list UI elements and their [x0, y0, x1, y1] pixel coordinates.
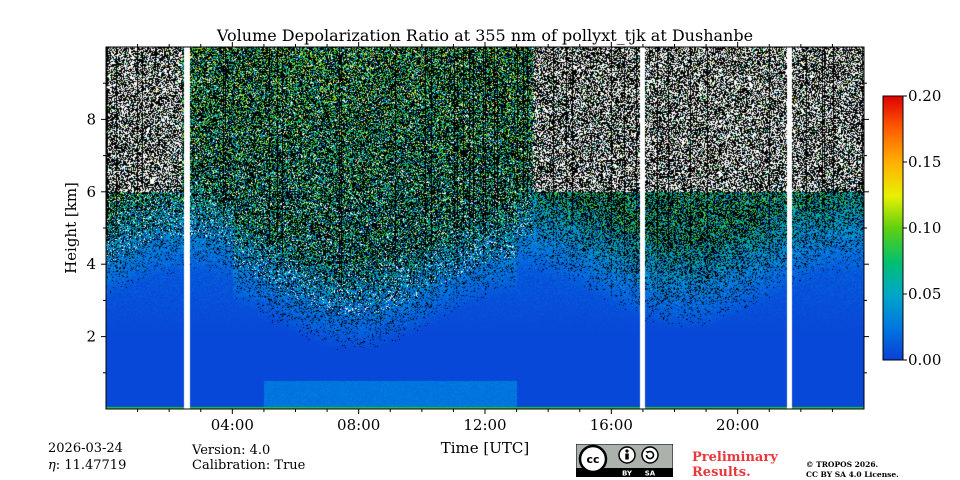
- sa-share-icon: [641, 446, 659, 464]
- colorbar-ticks: 0.00 0.05 0.10 0.15 0.20: [903, 87, 941, 369]
- preliminary-line-1: Preliminary: [692, 450, 778, 465]
- x-tick-label: 04:00: [211, 416, 254, 434]
- eta-value: 11.47719: [64, 458, 127, 473]
- cc-circle-icon: [578, 444, 608, 474]
- colorbar-tick-label: 0.20: [908, 87, 941, 105]
- version-value: 4.0: [249, 443, 271, 458]
- heatmap-canvas: [106, 47, 864, 409]
- preliminary-note: Preliminary Results.: [692, 450, 778, 480]
- colorbar-tick-label: 0.15: [908, 153, 941, 171]
- colorbar-tick-label: 0.00: [908, 351, 941, 369]
- license-line-2: CC BY SA 4.0 License.: [806, 470, 899, 479]
- y-axis-ticks: 2 4 6 8: [86, 82, 869, 374]
- colorbar-tick-label: 0.10: [908, 219, 941, 237]
- cc-badge-text: cc: [586, 453, 599, 466]
- x-axis-ticks: 04:00 08:00 12:00 16:00 20:00: [137, 42, 833, 434]
- colorbar-tick-label: 0.05: [908, 285, 941, 303]
- cc-license-badge: cc BY SA: [576, 444, 673, 477]
- eta-symbol: η: [48, 458, 56, 473]
- x-axis-label: Time [UTC]: [441, 439, 530, 457]
- cc-by-text: BY: [622, 470, 633, 478]
- colorbar: [882, 95, 904, 361]
- x-tick-label: 20:00: [716, 416, 759, 434]
- y-tick-label: 4: [86, 255, 96, 273]
- footer-version: Version: 4.0: [192, 443, 270, 458]
- chart-title: Volume Depolarization Ratio at 355 nm of…: [216, 26, 753, 45]
- footer-calibration: Calibration: True: [192, 458, 305, 473]
- version-label: Version:: [192, 443, 246, 458]
- cc-sa-text: SA: [645, 470, 656, 478]
- heatmap-container: [106, 47, 864, 409]
- calibration-value: True: [274, 458, 306, 473]
- footer-date: 2026-03-24: [48, 441, 123, 456]
- x-tick-label: 12:00: [463, 416, 506, 434]
- y-axis-label: Height [km]: [62, 182, 80, 274]
- x-tick-label: 16:00: [590, 416, 633, 434]
- preliminary-line-2: Results.: [692, 465, 751, 480]
- footer-eta: η: 11.47719: [48, 458, 127, 473]
- y-tick-label: 2: [86, 328, 96, 346]
- y-tick-label: 6: [86, 183, 96, 201]
- calibration-label: Calibration:: [192, 458, 271, 473]
- license-note: © TROPOS 2026. CC BY SA 4.0 License.: [806, 460, 899, 480]
- y-tick-label: 8: [86, 110, 96, 128]
- x-tick-label: 08:00: [337, 416, 380, 434]
- license-line-1: © TROPOS 2026.: [806, 460, 879, 469]
